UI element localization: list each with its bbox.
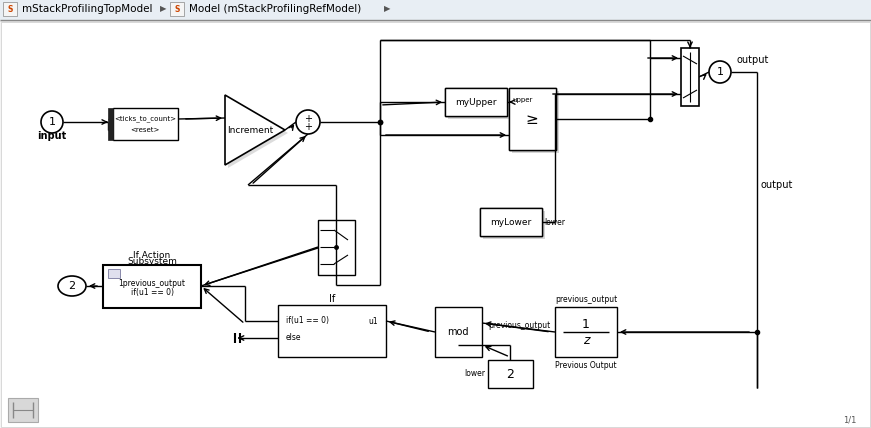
Bar (488, 360, 533, 388)
Bar (0, 0, 871, 20)
Text: <reset>: <reset> (131, 127, 159, 133)
Text: <ticks_to_count>: <ticks_to_count> (114, 116, 176, 122)
Polygon shape (225, 95, 285, 165)
Text: 2: 2 (506, 368, 514, 380)
Text: previous_output: previous_output (488, 321, 550, 330)
Bar (278, 305, 386, 357)
Text: If Action: If Action (133, 250, 171, 259)
Text: +: + (304, 114, 312, 124)
Bar (448, 91, 510, 119)
Circle shape (296, 110, 320, 134)
Text: u1: u1 (368, 316, 378, 326)
Bar (103, 265, 201, 308)
Text: mStackProfilingTopModel: mStackProfilingTopModel (22, 4, 152, 14)
Text: S: S (174, 5, 179, 14)
Bar (445, 88, 507, 116)
Bar (435, 307, 482, 357)
Bar (483, 211, 545, 239)
Bar (113, 108, 178, 140)
Circle shape (41, 111, 63, 133)
Text: z: z (583, 333, 590, 347)
Text: Model (mStackProfilingRefModel): Model (mStackProfilingRefModel) (189, 4, 361, 14)
Text: else: else (286, 333, 301, 342)
Text: ▶: ▶ (384, 5, 390, 14)
Polygon shape (228, 98, 288, 168)
Text: upper: upper (512, 97, 532, 103)
Bar (445, 88, 507, 116)
Text: ▶: ▶ (159, 5, 166, 14)
Bar (480, 208, 542, 236)
Circle shape (709, 61, 731, 83)
Text: 1: 1 (717, 67, 724, 77)
Bar (480, 208, 542, 236)
Bar (318, 220, 355, 275)
Bar (681, 48, 699, 106)
Text: output: output (760, 180, 793, 190)
Text: Previous Output: Previous Output (555, 360, 617, 369)
Text: +: + (304, 122, 312, 132)
Ellipse shape (58, 276, 86, 296)
Text: if(u1 == 0): if(u1 == 0) (286, 316, 329, 326)
Text: Subsystem: Subsystem (127, 258, 177, 267)
Bar (170, 2, 184, 16)
Text: Increment: Increment (226, 125, 273, 134)
Bar (509, 88, 556, 150)
Text: 2: 2 (69, 281, 76, 291)
Text: ≥: ≥ (525, 112, 538, 127)
Bar (108, 269, 120, 278)
Text: 1/1: 1/1 (842, 416, 856, 425)
Bar (108, 108, 113, 140)
Bar (509, 88, 556, 150)
Text: output: output (736, 55, 768, 65)
Bar (3, 2, 17, 16)
Text: if(u1 == 0): if(u1 == 0) (131, 288, 173, 297)
Text: 1previous_output: 1previous_output (118, 279, 186, 288)
Bar (8, 398, 38, 422)
Bar (512, 91, 559, 153)
Text: myLower: myLower (490, 217, 531, 226)
Text: 1: 1 (582, 318, 590, 332)
Text: myUpper: myUpper (456, 98, 496, 107)
Text: If: If (329, 294, 335, 304)
Text: lower: lower (464, 369, 485, 378)
Text: 1: 1 (49, 117, 56, 127)
Text: previous_output: previous_output (555, 295, 618, 304)
Text: input: input (37, 131, 66, 141)
Text: S: S (7, 5, 13, 14)
Text: lower: lower (544, 217, 565, 226)
Text: mod: mod (447, 327, 469, 337)
Bar (555, 307, 617, 357)
